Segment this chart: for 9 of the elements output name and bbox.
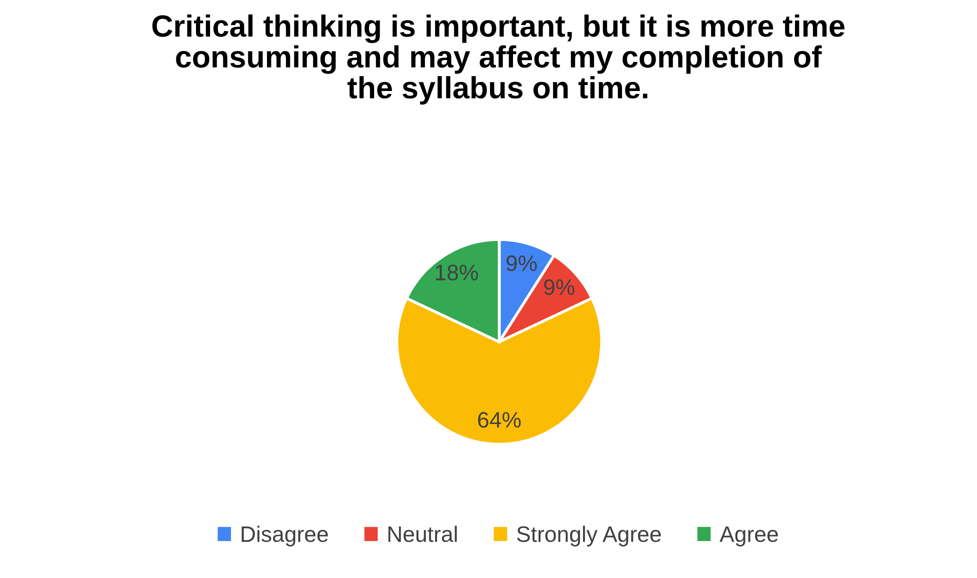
legend-label: Agree xyxy=(720,526,778,546)
data-label: 18% xyxy=(436,264,478,280)
chart-title: Critical thinking is important, but it is more time consuming and may affect my completion of the syllabus on time. xyxy=(152,14,844,105)
legend-label: Strongly Agree xyxy=(517,526,661,546)
data-label: 9% xyxy=(544,279,574,296)
legend-label: Disagree xyxy=(242,526,328,546)
legend-label: Neutral xyxy=(388,526,457,542)
data-label: 64% xyxy=(478,412,521,428)
data-label: 9% xyxy=(506,255,537,272)
